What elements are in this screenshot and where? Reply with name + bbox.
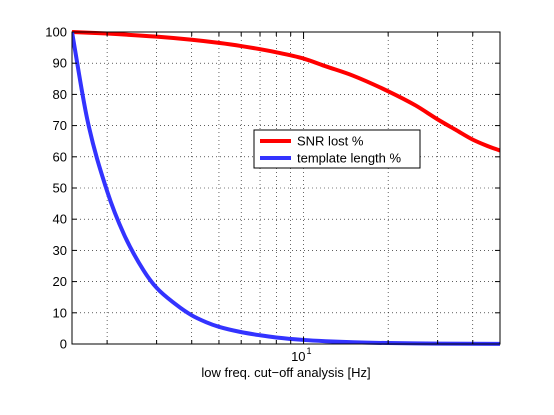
x-tick-label-exponent: 1	[307, 346, 312, 356]
legend-label: SNR lost %	[297, 134, 364, 149]
legend-box	[253, 129, 421, 169]
legend: SNR lost % template length %	[253, 129, 421, 169]
y-tick-label: 0	[60, 337, 67, 352]
y-tick-label: 40	[53, 212, 67, 227]
y-tick-label: 30	[53, 243, 67, 258]
y-tick-label: 10	[53, 305, 67, 320]
grid	[72, 32, 500, 344]
y-tick-label: 20	[53, 274, 67, 289]
x-axis-title: low freq. cut−off analysis [Hz]	[201, 365, 370, 380]
y-tick-label: 70	[53, 118, 67, 133]
series-line-template-length	[72, 31, 500, 346]
legend-label: template length %	[297, 151, 402, 166]
series-layer	[72, 30, 500, 346]
y-tick-label: 60	[53, 149, 67, 164]
x-tick-label-base: 10	[291, 349, 305, 364]
series-line-snr-lost	[72, 30, 500, 153]
y-tick-label: 100	[45, 25, 67, 40]
y-tick-label: 80	[53, 87, 67, 102]
y-tick-label: 50	[53, 181, 67, 196]
y-tick-label: 90	[53, 56, 67, 71]
